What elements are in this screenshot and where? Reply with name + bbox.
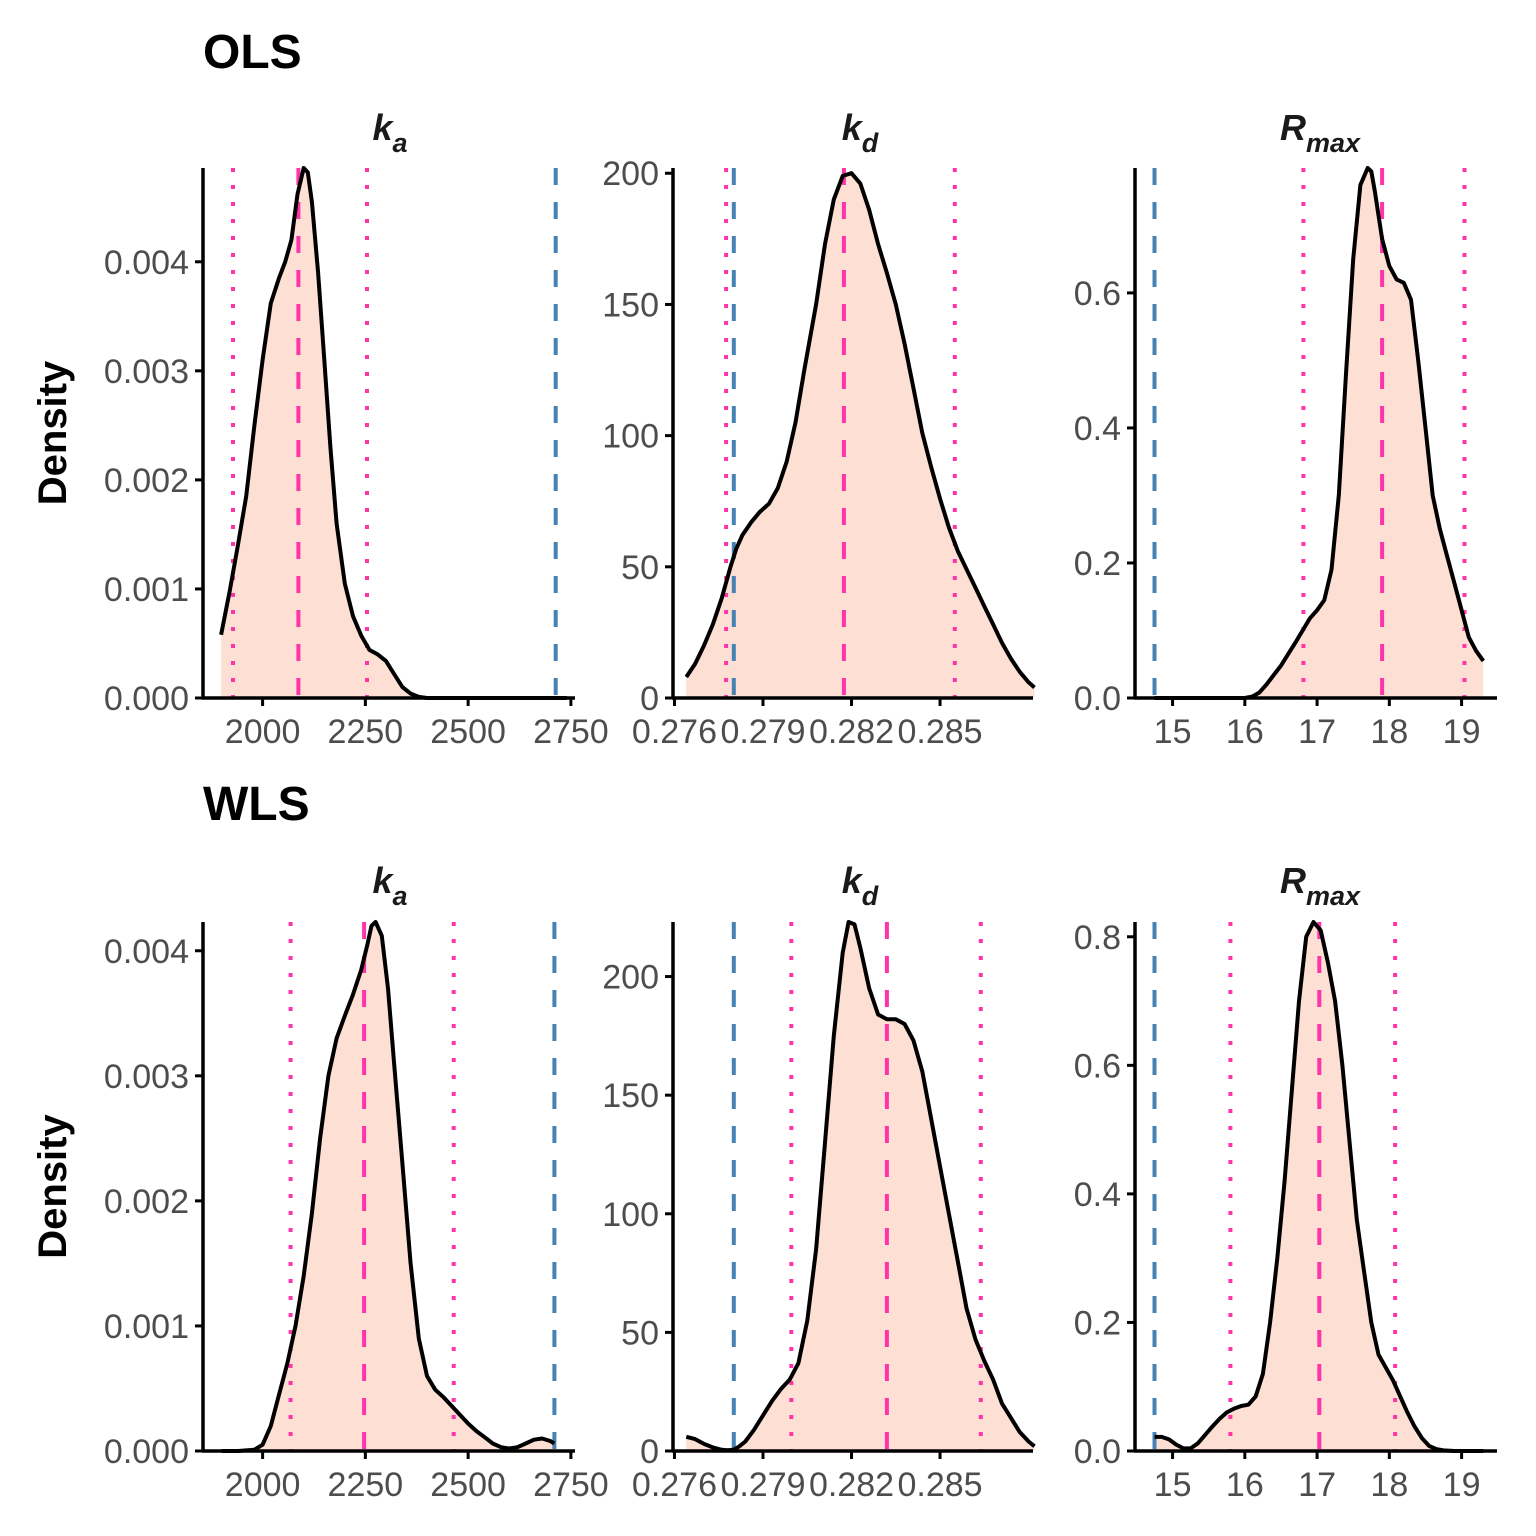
facet-title-main: k: [842, 107, 864, 148]
y-tick-label: 0.001: [104, 571, 189, 609]
facet-title-main: k: [372, 860, 394, 901]
x-tick-label: 2000: [225, 1466, 301, 1504]
facet-title: Rmax: [1280, 860, 1361, 911]
y-tick-label: 0.003: [104, 1058, 189, 1096]
x-tick-label: 2000: [225, 713, 301, 751]
x-tick-label: 16: [1226, 1466, 1264, 1504]
facet-title-main: R: [1280, 860, 1306, 901]
x-tick-label: 2750: [533, 1466, 609, 1504]
y-tick-label: 0.002: [104, 1183, 189, 1221]
x-tick-label: 2250: [328, 1466, 404, 1504]
panel-wls-rmax: 0.0 0.2 0.4 0.6 0.8 15 16 17 18 19 Rmax: [1074, 860, 1497, 1504]
panel-ols-kd: 0 50 100 150 200 0.276 0.279 0.282 0.285 kd: [602, 107, 1036, 751]
x-tick-label: 0.285: [898, 713, 983, 751]
density-area: [1154, 168, 1484, 698]
y-tick-label: 0.004: [104, 244, 189, 282]
y-tick-label: 0.6: [1074, 1047, 1121, 1085]
x-tick-label: 19: [1443, 1466, 1481, 1504]
y-tick-label: 0.000: [104, 680, 189, 718]
y-tick-label: 0.2: [1074, 545, 1121, 583]
panel-wls-kd: 0 50 100 150 200 0.276 0.279 0.282 0.285 kd: [602, 860, 1036, 1504]
y-tick-label: 150: [602, 1077, 659, 1115]
y-tick-label: 0.8: [1074, 919, 1121, 957]
y-tick-label: 100: [602, 1196, 659, 1234]
x-tick-label: 19: [1443, 713, 1481, 751]
facet-title-subscript: a: [393, 128, 408, 158]
y-tick-label: 0.002: [104, 462, 189, 500]
panel-ols-ka: 0.000 0.001 0.002 0.003 0.004 2000 2250 2500 275…: [31, 107, 609, 751]
density-curve: [1154, 166, 1485, 700]
x-tick-label: 0.282: [809, 1466, 894, 1504]
y-tick-label: 0.4: [1074, 410, 1121, 448]
x-tick-label: 18: [1370, 713, 1408, 751]
x-tick-label: 0.279: [720, 713, 805, 751]
y-tick-label: 0.4: [1074, 1176, 1121, 1214]
facet-title-subscript: max: [1306, 128, 1361, 158]
facet-title: ka: [372, 860, 407, 911]
facet-title-main: k: [372, 107, 394, 148]
x-tick-label: 2750: [533, 713, 609, 751]
panel-wls-ka: 0.000 0.001 0.002 0.003 0.004 2000 2250 2500 275…: [31, 860, 609, 1504]
y-tick-label: 100: [602, 418, 659, 456]
x-tick-label: 18: [1370, 1466, 1408, 1504]
density-area: [1154, 922, 1484, 1451]
facet-title-subscript: d: [862, 881, 879, 911]
y-tick-label: 0.001: [104, 1308, 189, 1346]
facet-title: Rmax: [1280, 107, 1361, 158]
y-tick-label: 200: [602, 959, 659, 997]
density-curve: [1154, 920, 1484, 1453]
y-tick-label: 0.6: [1074, 275, 1121, 313]
y-tick-label: 0.0: [1074, 680, 1121, 718]
x-tick-label: 17: [1298, 1466, 1336, 1504]
x-tick-label: 16: [1226, 713, 1264, 751]
y-tick-label: 0.2: [1074, 1304, 1121, 1342]
facet-title-main: k: [842, 860, 864, 901]
y-tick-label: 0: [640, 680, 659, 718]
y-tick-label: 150: [602, 286, 659, 324]
row-title-wls: WLS: [203, 778, 310, 831]
y-tick-label: 0.003: [104, 353, 189, 391]
y-axis-label: Density: [31, 1114, 75, 1259]
row-title-ols: OLS: [203, 26, 302, 79]
x-tick-label: 0.282: [809, 713, 894, 751]
density-curve: [684, 171, 1036, 690]
panel-ols-rmax: 0.0 0.2 0.4 0.6 15 16 17 18 19 Rmax: [1074, 107, 1497, 751]
density-area: [686, 922, 1035, 1451]
x-tick-label: 0.276: [632, 713, 717, 751]
y-tick-label: 0.004: [104, 933, 189, 971]
x-tick-label: 0.279: [720, 1466, 805, 1504]
y-tick-label: 0: [640, 1433, 659, 1471]
x-tick-label: 2250: [328, 713, 404, 751]
facet-title: kd: [842, 860, 879, 911]
x-tick-label: 15: [1154, 713, 1192, 751]
facet-title: ka: [372, 107, 407, 158]
x-tick-label: 2500: [430, 713, 506, 751]
density-area: [686, 173, 1035, 698]
density-area: [221, 922, 555, 1451]
facet-title-main: R: [1280, 107, 1306, 148]
x-tick-label: 17: [1298, 713, 1336, 751]
y-tick-label: 50: [621, 549, 659, 587]
facet-title-subscript: d: [862, 128, 879, 158]
x-tick-label: 0.285: [898, 1466, 983, 1504]
y-tick-label: 0.0: [1074, 1433, 1121, 1471]
facet-title-subscript: a: [393, 881, 408, 911]
y-tick-label: 50: [621, 1314, 659, 1352]
density-area: [221, 168, 567, 698]
density-curve: [221, 920, 556, 1453]
facet-title: kd: [842, 107, 879, 158]
y-tick-label: 0.000: [104, 1433, 189, 1471]
x-tick-label: 2500: [430, 1466, 506, 1504]
y-tick-label: 200: [602, 155, 659, 193]
facet-title-subscript: max: [1306, 881, 1361, 911]
density-curve: [685, 920, 1036, 1453]
x-tick-label: 15: [1154, 1466, 1192, 1504]
y-axis-label: Density: [31, 360, 75, 505]
x-tick-label: 0.276: [632, 1466, 717, 1504]
